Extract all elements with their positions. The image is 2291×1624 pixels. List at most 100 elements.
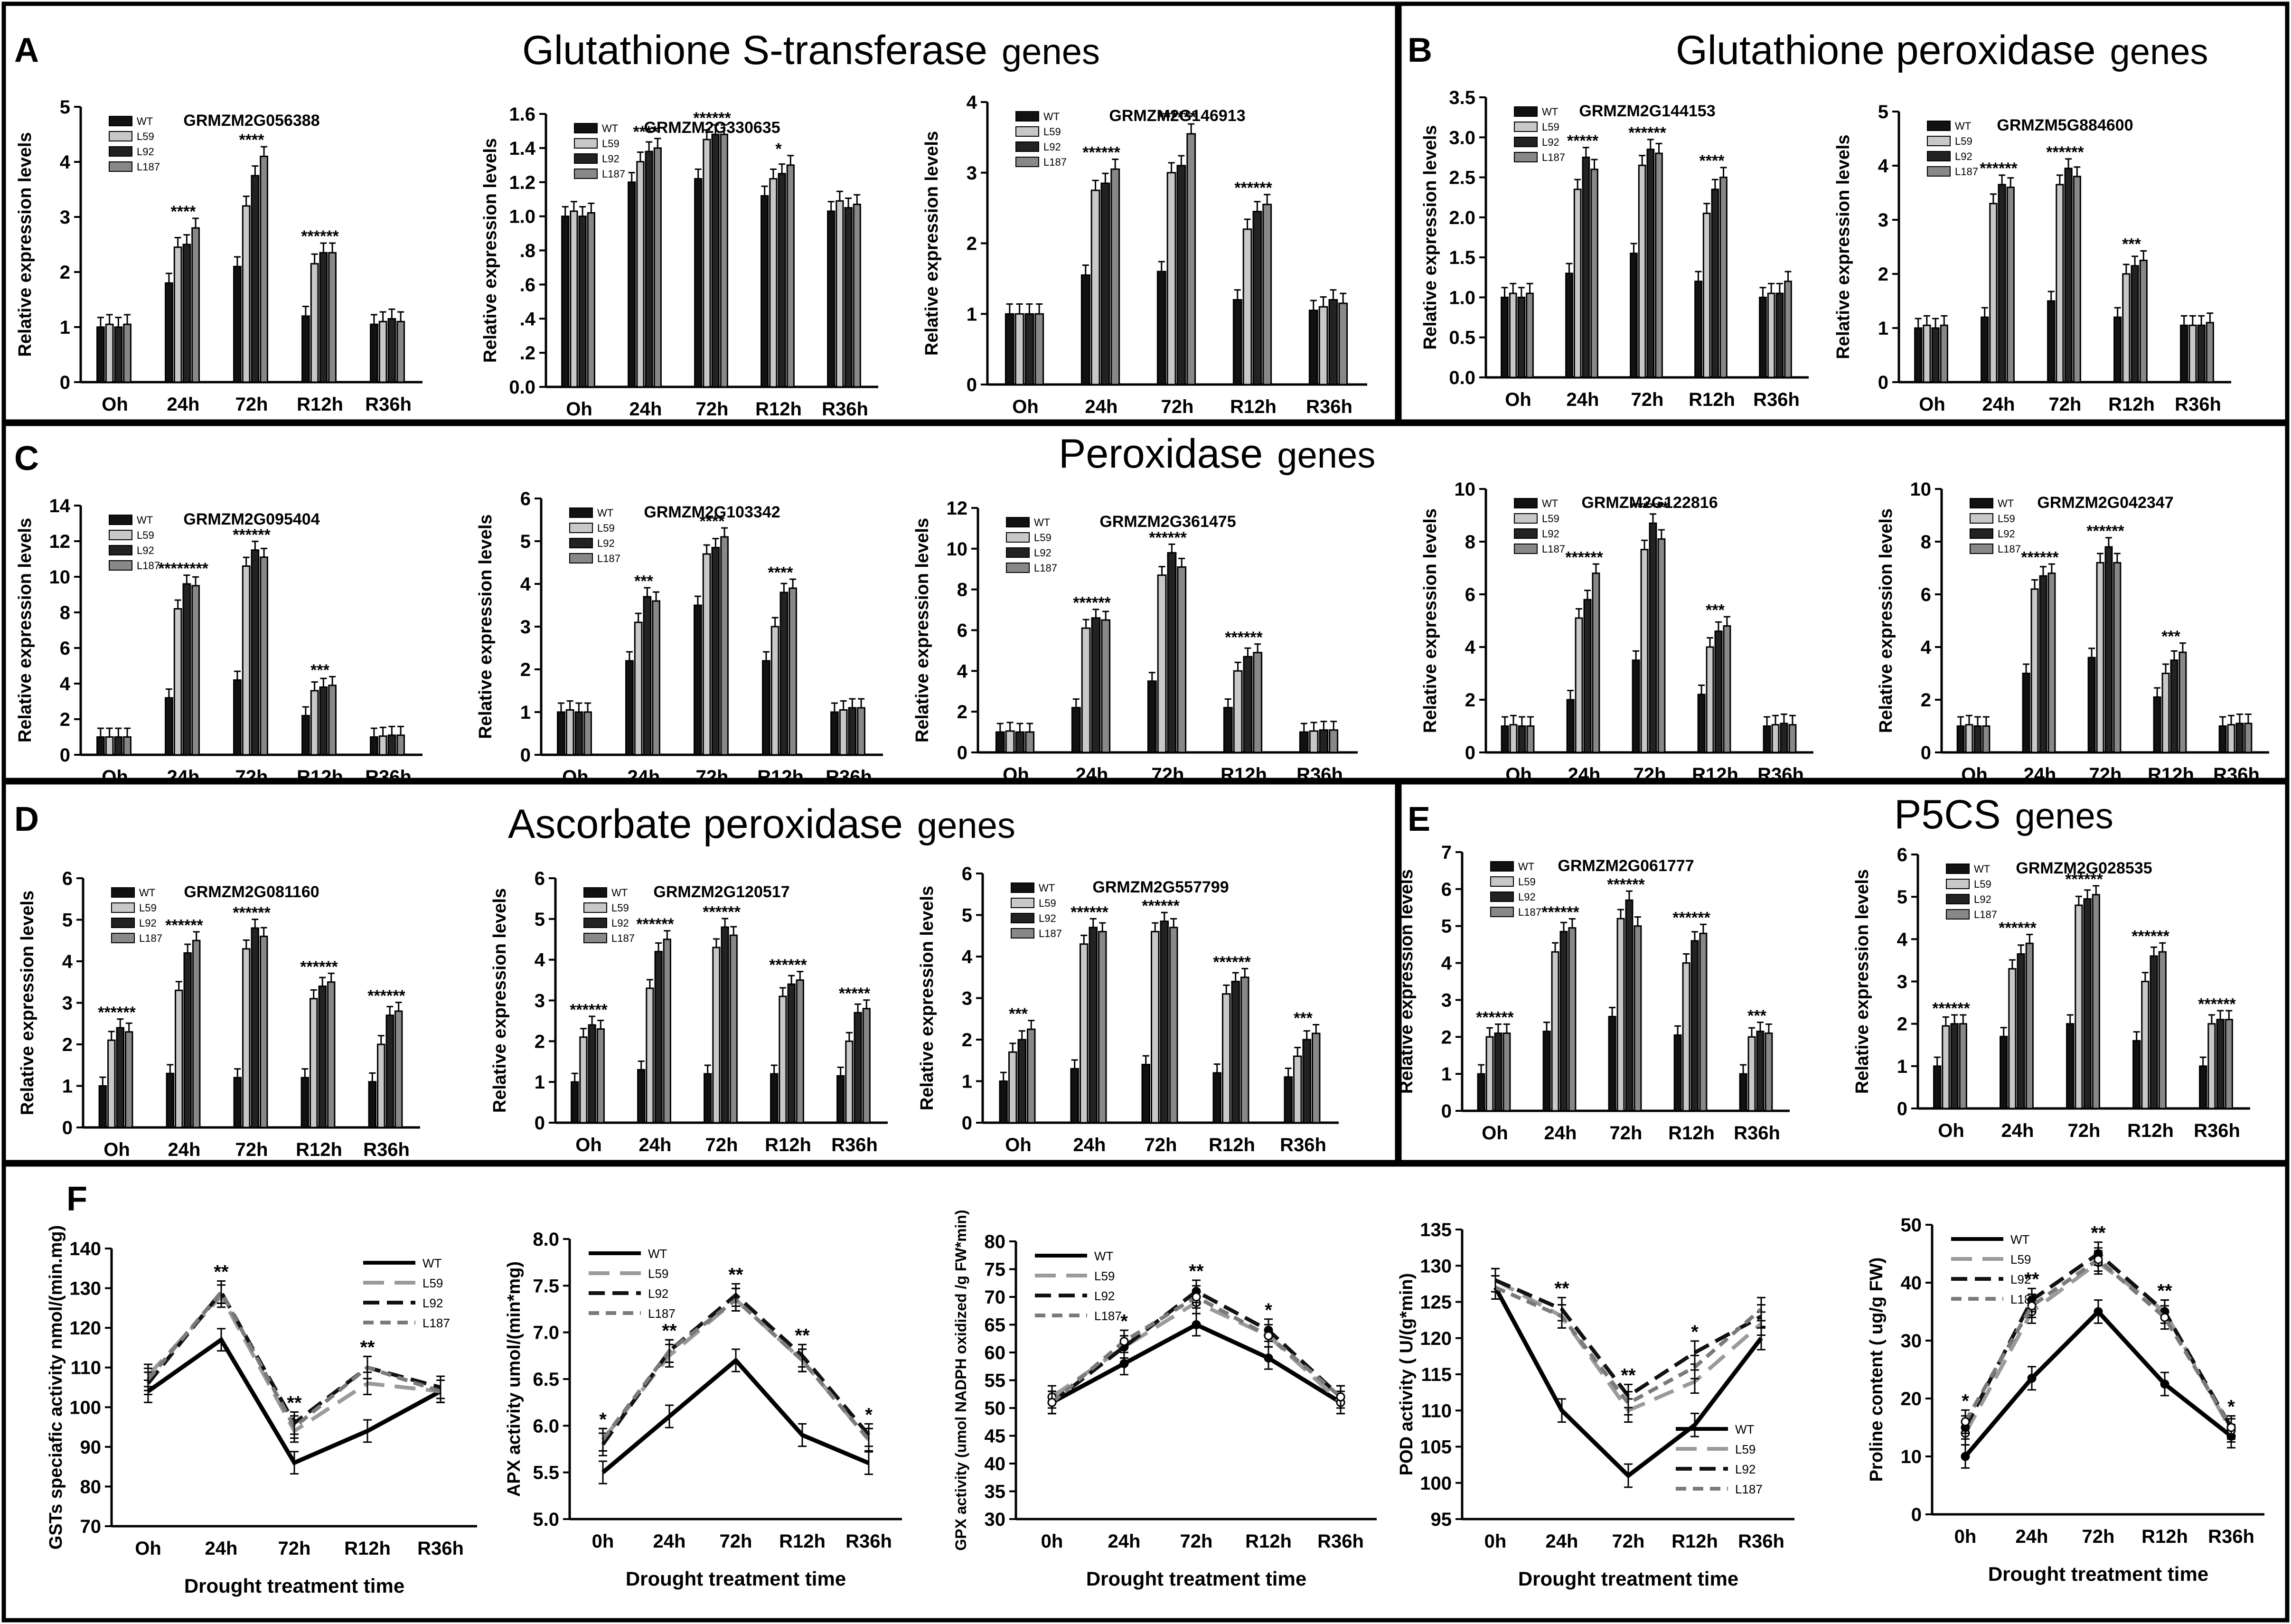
point-L187: [1047, 1398, 1057, 1407]
significance-label: ******: [1082, 144, 1120, 162]
bar-L92: [1089, 927, 1098, 1124]
bar-WT: [1308, 310, 1318, 385]
x-tick-label: Oh: [575, 1135, 602, 1155]
legend-label-WT: WT: [1542, 106, 1558, 118]
significance-label: **: [1189, 1261, 1204, 1282]
y-axis-label: Relative expression levels: [922, 131, 942, 356]
y-tick-label: 7: [1441, 842, 1452, 863]
legend-label-L187: L187: [137, 560, 160, 572]
point-WT: [2094, 1307, 2103, 1316]
y-tick-label: 2: [520, 659, 531, 680]
y-tick-label: 0: [962, 1113, 972, 1134]
chart-9: 0 2 4 6 8 10 Relative expression levels Oh 24h 72…: [1420, 479, 1813, 785]
significance-label: ****: [239, 131, 265, 149]
y-axis-label: Relative expression levels: [1833, 134, 1853, 359]
legend-label-WT: WT: [648, 1247, 667, 1261]
x-tick-label: R12h: [1209, 1135, 1255, 1155]
legend-label-L59: L59: [137, 529, 154, 541]
y-tick-label: 130: [69, 1278, 101, 1299]
legend-swatch-L92: [1946, 894, 1970, 904]
y-tick-label: 6: [1897, 845, 1907, 865]
y-tick-label: 6: [957, 620, 967, 641]
significance-label: **: [662, 1321, 677, 1342]
x-tick-label: 24h: [1568, 764, 1601, 785]
bar-L59: [2008, 968, 2017, 1109]
bar-L92: [1243, 656, 1253, 753]
y-tick-label: 3.5: [1449, 87, 1475, 108]
bar-L92: [2170, 659, 2178, 753]
panel-B-title-suffix: genes: [2110, 32, 2208, 72]
y-tick-label: 120: [69, 1318, 101, 1339]
bar-WT: [1147, 680, 1157, 753]
bar-L92: [1780, 723, 1788, 753]
bar-WT: [1299, 731, 1309, 753]
point-WT: [1119, 1359, 1129, 1368]
y-tick-label: 90: [80, 1437, 102, 1458]
y-axis-label: Relative expression levels: [480, 138, 500, 363]
legend-swatch-L92: [1490, 892, 1514, 902]
chart-11: 0 1 2 3 4 5 6 Relative expression levels Oh 24h 72…: [18, 868, 420, 1160]
bar-L59: [1702, 212, 1711, 378]
bar-L187: [596, 1028, 605, 1124]
legend-label-L59: L59: [602, 138, 620, 150]
significance-label: ***: [310, 661, 329, 679]
significance-label: ******: [1225, 629, 1263, 647]
bar-L59: [1318, 306, 1328, 385]
bar-L59: [1509, 724, 1518, 753]
x-tick-label: R36h: [365, 394, 412, 415]
y-tick-label: 75: [985, 1259, 1006, 1280]
bar-L187: [396, 734, 405, 756]
panel-D-frame: [1, 780, 1399, 1164]
bar-L59: [310, 263, 319, 383]
y-tick-label: 6: [535, 868, 545, 889]
x-axis-label: Drought treatment time: [1518, 1568, 1738, 1590]
bar-L92: [1775, 292, 1784, 378]
panel-E-title-text: P5CS: [1894, 792, 2001, 837]
x-tick-label: R12h: [297, 394, 343, 415]
y-tick-label: 110: [1421, 1400, 1452, 1421]
bar-L187: [123, 736, 131, 756]
x-tick-label: R36h: [2175, 394, 2221, 415]
x-tick-label: 72h: [1612, 1531, 1645, 1552]
bar-L59: [1081, 627, 1091, 753]
bar-WT: [704, 1073, 712, 1124]
y-tick-label: 3: [1878, 210, 1888, 231]
y-tick-label: 1: [962, 1071, 972, 1092]
panel-F-letter: F: [66, 1180, 87, 1218]
y-axis-label: Relative expression levels: [1852, 869, 1872, 1094]
x-tick-label: 72h: [1631, 389, 1664, 410]
y-tick-label: 4: [957, 661, 968, 682]
bar-L187: [663, 939, 671, 1124]
bar-L92: [1015, 731, 1025, 753]
bar-L187: [1788, 724, 1797, 753]
y-tick-label: 110: [70, 1358, 101, 1379]
bar-L92: [2150, 955, 2158, 1109]
bar-WT: [2047, 300, 2056, 383]
legend-swatch-L187: [1006, 563, 1030, 573]
point-L187: [2160, 1313, 2169, 1322]
y-tick-label: 4: [1921, 637, 1932, 658]
legend-label-L187: L187: [1974, 909, 1997, 920]
bar-WT: [300, 1077, 310, 1128]
x-tick-label: R12h: [1668, 1123, 1715, 1144]
legend-label-L59: L59: [1542, 121, 1559, 133]
legend-label-L187: L187: [137, 161, 160, 173]
bar-L187: [260, 155, 268, 383]
y-tick-label: 4: [967, 92, 977, 113]
significance-label: **: [728, 1265, 743, 1286]
y-tick-label: 4: [62, 951, 73, 972]
point-L187: [1264, 1331, 1273, 1341]
point-L187: [1336, 1392, 1345, 1402]
bar-L59: [2096, 562, 2104, 753]
bar-WT: [1232, 299, 1242, 385]
legend-swatch-L187: [1011, 928, 1034, 939]
significance-label: ******: [1672, 909, 1710, 927]
bar-L59: [636, 161, 645, 388]
panel-B-letter: B: [1408, 31, 1432, 69]
y-tick-label: 2: [1897, 1014, 1907, 1035]
legend-label-L92: L92: [1039, 912, 1056, 924]
legend-label-L92: L92: [597, 537, 615, 549]
bar-L59: [105, 736, 114, 756]
bar-L59: [2227, 724, 2235, 753]
bar-L59: [310, 690, 319, 756]
